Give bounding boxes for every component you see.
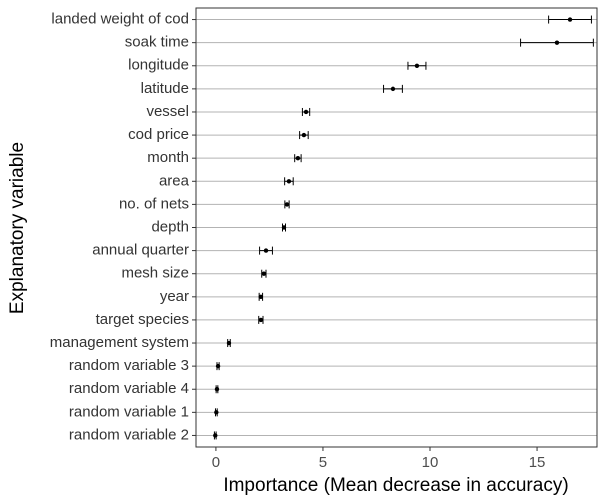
- point: [281, 225, 287, 230]
- y-tick-label: landed weight of cod: [51, 11, 189, 28]
- y-axis-label: Explanatory variable: [7, 142, 28, 314]
- x-tick-label: 5: [319, 454, 327, 471]
- point: [414, 63, 420, 68]
- point: [554, 40, 560, 45]
- point: [263, 248, 269, 253]
- y-tick-label: year: [160, 288, 189, 305]
- point: [214, 387, 220, 392]
- y-tick-label: depth: [151, 218, 189, 235]
- x-axis-label: Importance (Mean decrease in accuracy): [223, 475, 568, 496]
- y-tick-label: annual quarter: [92, 242, 189, 259]
- y-tick-label: random variable 2: [69, 426, 189, 443]
- point: [261, 271, 267, 276]
- x-tick-label: 10: [422, 454, 439, 471]
- point: [303, 109, 309, 115]
- point: [567, 17, 573, 22]
- point: [258, 294, 264, 300]
- point: [213, 433, 218, 438]
- point: [215, 363, 221, 369]
- y-tick-label: random variable 3: [69, 357, 189, 374]
- point: [258, 317, 264, 323]
- y-tick-label: soak time: [125, 34, 189, 51]
- y-tick-label: cod price: [128, 126, 189, 143]
- point: [301, 132, 307, 138]
- y-tick-label: random variable 4: [69, 380, 189, 397]
- point: [286, 179, 292, 184]
- y-tick-label: random variable 1: [69, 403, 189, 420]
- y-tick-label: latitude: [141, 80, 189, 97]
- point: [295, 155, 301, 161]
- y-tick-label: longitude: [128, 57, 189, 74]
- y-tick-label: no. of nets: [119, 195, 189, 212]
- y-tick-label: management system: [50, 334, 189, 351]
- y-tick-label: mesh size: [121, 265, 189, 282]
- y-tick-label: month: [147, 149, 189, 166]
- y-tick-label: target species: [96, 311, 189, 328]
- plot-border: [195, 7, 598, 448]
- point: [214, 410, 219, 415]
- x-tick-label: 0: [212, 454, 220, 471]
- point: [390, 86, 396, 92]
- y-tick-label: vessel: [146, 103, 189, 120]
- x-tick-label: 15: [529, 454, 546, 471]
- y-tick-label: area: [159, 172, 190, 189]
- point: [226, 340, 232, 346]
- point: [284, 202, 290, 207]
